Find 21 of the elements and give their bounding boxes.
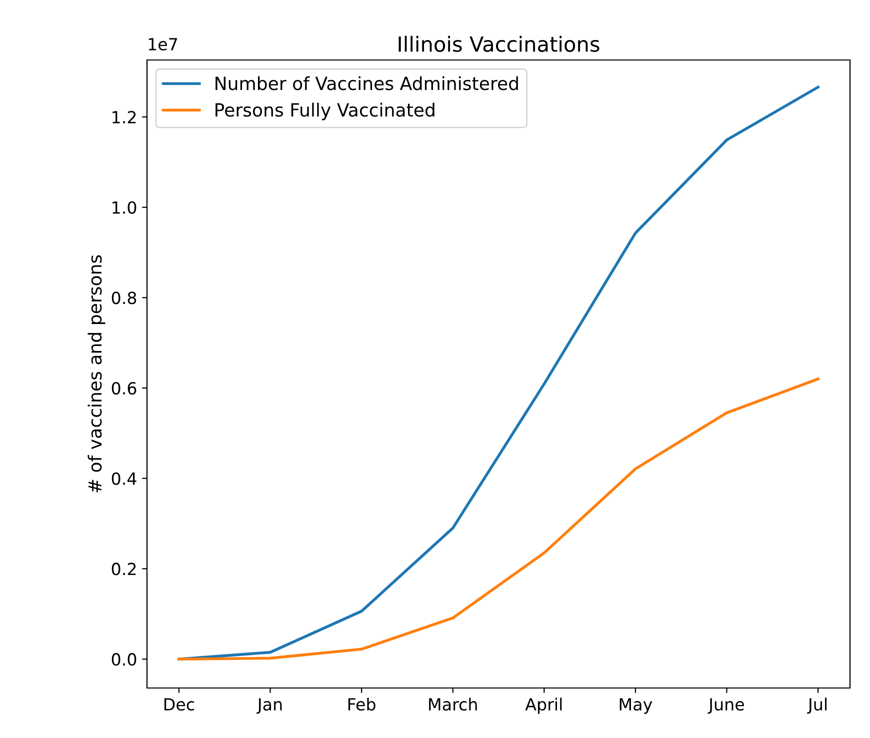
y-tick-label: 0.0: [112, 653, 136, 666]
x-tick-label: April: [525, 698, 562, 714]
x-tick-label: Jan: [256, 698, 282, 714]
legend-label: Number of Vaccines Administered: [216, 76, 518, 90]
y-axis-title: # of vaccines and persons: [88, 255, 106, 492]
x-tick-label: May: [620, 698, 652, 714]
chart-title: Illinois Vaccinations: [398, 36, 600, 52]
legend-label: Persons Fully Vaccinated: [216, 102, 434, 120]
x-tick-label: Jul: [807, 698, 827, 714]
text: 1e7: [148, 38, 178, 50]
y-tick-label: 0.8: [112, 292, 136, 304]
y-tick-label: 1.0: [112, 201, 136, 214]
x-tick-label: Dec: [164, 698, 194, 711]
y-tick-label: 0.2: [112, 562, 136, 576]
y-tick-label: 1.2: [112, 110, 136, 124]
x-tick-label: June: [708, 698, 744, 714]
line-series: [178, 378, 820, 660]
x-tick-label: Feb: [348, 698, 376, 711]
y-tick-label: 0.4: [112, 472, 136, 485]
y-tick-label: 0.6: [112, 382, 136, 395]
x-tick-label: March: [429, 698, 477, 711]
